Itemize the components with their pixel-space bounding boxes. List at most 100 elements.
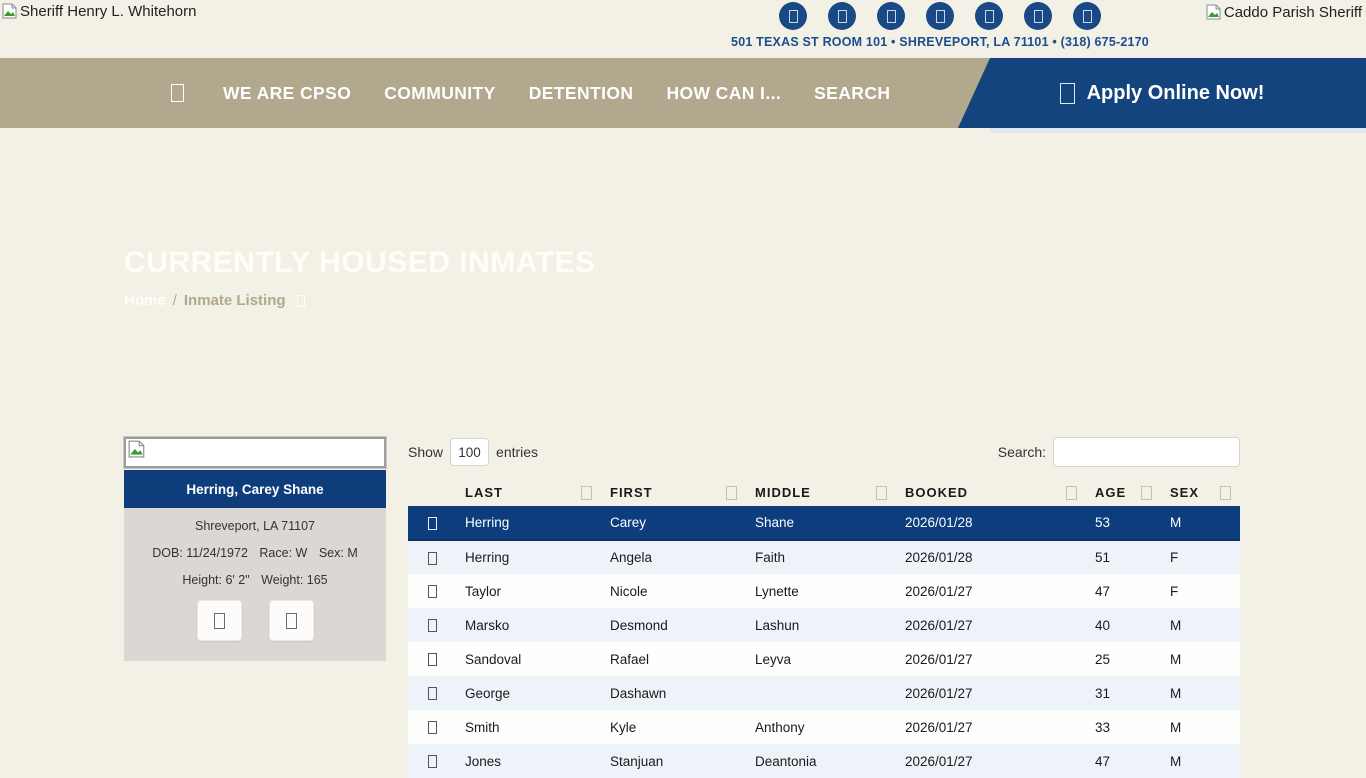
missing-glyph-icon <box>837 9 847 23</box>
social-icon-2[interactable] <box>828 2 856 30</box>
table-row[interactable]: Smith Kyle Anthony 2026/01/27 33 M <box>408 710 1240 744</box>
cell-booked: 2026/01/27 <box>905 617 973 633</box>
cell-age: 47 <box>1095 583 1111 599</box>
nav-item-we-are-cpso[interactable]: WE ARE CPSO <box>223 82 352 103</box>
missing-glyph-icon <box>427 687 437 701</box>
row-expand-icon[interactable] <box>408 574 456 608</box>
sort-icon[interactable] <box>876 485 887 500</box>
cell-first: Stanjuan <box>610 753 664 769</box>
cell-booked: 2026/01/27 <box>905 753 973 769</box>
column-header-booked[interactable]: BOOKED <box>896 479 1086 506</box>
inmates-table: LAST FIRST MIDDLE BOOKED AGE SEX Herring… <box>408 479 1240 778</box>
header-contact-block: 501 TEXAS ST ROOM 101 • SHREVEPORT, LA 7… <box>680 2 1200 49</box>
cell-age: 51 <box>1095 550 1111 565</box>
missing-glyph-icon <box>427 585 437 599</box>
missing-glyph-icon <box>886 9 896 23</box>
sort-icon[interactable] <box>581 485 592 500</box>
row-expand-icon[interactable] <box>408 608 456 642</box>
card-action-button-2[interactable] <box>268 600 314 641</box>
sort-icon[interactable] <box>1220 485 1231 500</box>
breadcrumb-home-link[interactable]: Home <box>124 292 166 309</box>
row-expand-icon[interactable] <box>408 744 456 778</box>
row-expand-icon[interactable] <box>408 710 456 744</box>
row-expand-icon[interactable] <box>408 676 456 710</box>
social-icon-1[interactable] <box>779 2 807 30</box>
cell-sex: M <box>1170 515 1182 530</box>
social-icon-3[interactable] <box>877 2 905 30</box>
sort-icon[interactable] <box>726 485 737 500</box>
row-expand-icon[interactable] <box>408 642 456 676</box>
column-header-age[interactable]: AGE <box>1086 479 1161 506</box>
cell-booked: 2026/01/27 <box>905 719 973 735</box>
table-row[interactable]: George Dashawn 2026/01/27 31 M <box>408 676 1240 710</box>
table-row[interactable]: Herring Angela Faith 2026/01/28 51 F <box>408 540 1240 574</box>
column-header-middle[interactable]: MIDDLE <box>746 479 896 506</box>
column-header-expand <box>408 479 456 506</box>
row-expand-icon[interactable] <box>408 506 456 540</box>
cell-last: Sandoval <box>465 651 522 667</box>
missing-glyph-icon <box>427 755 437 769</box>
cell-age: 33 <box>1095 719 1111 735</box>
sort-icon[interactable] <box>1066 485 1077 500</box>
cell-first: Rafael <box>610 651 650 667</box>
table-row[interactable]: Herring Carey Shane 2026/01/28 53 M <box>408 506 1240 540</box>
weight-value: 165 <box>306 573 328 587</box>
height-label: Height: <box>182 573 222 587</box>
sheriff-logo-link[interactable]: Sheriff Henry L. Whitehorn <box>2 3 196 20</box>
apply-online-button[interactable]: Apply Online Now! <box>958 58 1366 128</box>
cell-first: Nicole <box>610 583 648 599</box>
breadcrumb: Home / Inmate Listing <box>124 292 305 309</box>
search-input[interactable] <box>1053 437 1240 467</box>
page-size-select[interactable]: 100 <box>450 438 490 466</box>
social-icon-5[interactable] <box>975 2 1003 30</box>
caddo-parish-logo-link[interactable]: Caddo Parish Sheriff <box>1206 4 1362 21</box>
missing-glyph-icon <box>427 551 437 565</box>
cell-first: Carey <box>610 515 647 530</box>
cell-age: 25 <box>1095 651 1111 667</box>
home-icon[interactable] <box>165 80 190 106</box>
dob-value: 11/24/1972 <box>186 546 248 560</box>
missing-glyph-icon <box>171 83 184 102</box>
nav-item-community[interactable]: COMMUNITY <box>384 82 496 103</box>
cell-last: Marsko <box>465 617 510 633</box>
missing-glyph-icon <box>427 619 437 633</box>
cell-first: Angela <box>610 550 653 565</box>
sort-icon[interactable] <box>1141 485 1152 500</box>
social-icon-6[interactable] <box>1024 2 1052 30</box>
inmate-card-actions <box>124 600 386 641</box>
nav-item-detention[interactable]: DETENTION <box>528 82 634 103</box>
broken-image-icon <box>128 440 145 458</box>
row-expand-icon[interactable] <box>408 540 456 574</box>
social-icon-4[interactable] <box>926 2 954 30</box>
cell-last: Herring <box>465 515 510 530</box>
cell-last: Taylor <box>465 583 502 599</box>
cell-age: 31 <box>1095 685 1111 701</box>
social-icon-7[interactable] <box>1073 2 1101 30</box>
sex-label: Sex: <box>318 546 344 560</box>
cell-booked: 2026/01/27 <box>905 583 973 599</box>
nav-item-how-can-i[interactable]: HOW CAN I... <box>666 82 782 103</box>
missing-glyph-icon <box>1059 82 1075 104</box>
column-header-last[interactable]: LAST <box>456 479 601 506</box>
inmate-name-header: Herring, Carey Shane <box>124 470 386 508</box>
missing-glyph-icon <box>1033 9 1043 23</box>
nav-links: WE ARE CPSO COMMUNITY DETENTION HOW CAN … <box>165 58 890 128</box>
breadcrumb-separator: / <box>172 292 177 309</box>
table-row[interactable]: Taylor Nicole Lynette 2026/01/27 47 F <box>408 574 1240 608</box>
column-header-first[interactable]: FIRST <box>601 479 746 506</box>
table-row[interactable]: Marsko Desmond Lashun 2026/01/27 40 M <box>408 608 1240 642</box>
cell-age: 47 <box>1095 753 1111 769</box>
cell-middle <box>746 676 896 710</box>
nav-item-search[interactable]: SEARCH <box>814 82 891 103</box>
card-action-button-1[interactable] <box>196 600 242 641</box>
broken-image-icon <box>2 3 17 19</box>
column-header-sex[interactable]: SEX <box>1161 479 1240 506</box>
cell-middle: Deantonia <box>755 753 817 769</box>
inmate-table-section: Show 100 entries Search: LAST FIRST MIDD… <box>408 437 1240 778</box>
table-row[interactable]: Jones Stanjuan Deantonia 2026/01/27 47 M <box>408 744 1240 778</box>
cell-booked: 2026/01/27 <box>905 651 973 667</box>
cell-sex: F <box>1170 550 1179 565</box>
table-row[interactable]: Sandoval Rafael Leyva 2026/01/27 25 M <box>408 642 1240 676</box>
show-label: Show <box>408 444 444 460</box>
search-control: Search: <box>998 437 1240 467</box>
